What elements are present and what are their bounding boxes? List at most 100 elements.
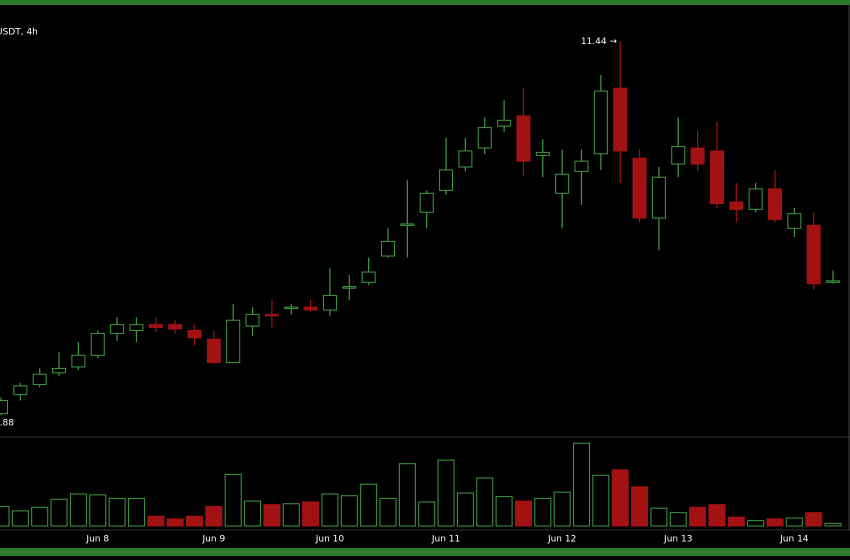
- x-tick-label: Jun 14: [779, 535, 809, 545]
- candle-body: [322, 294, 337, 311]
- volume-bar: [418, 501, 436, 527]
- candle-body: [729, 201, 744, 210]
- candle-body: [0, 400, 8, 415]
- volume-bar: [11, 510, 29, 527]
- candle-body: [303, 306, 318, 311]
- candle-body: [90, 332, 105, 356]
- volume-bar: [553, 491, 571, 527]
- candle-body: [264, 313, 279, 317]
- low-annotation: 8.88: [0, 419, 14, 429]
- candle-body: [651, 176, 666, 219]
- candle-body: [632, 157, 647, 219]
- candle-body: [826, 280, 841, 283]
- volume-bar: [321, 493, 339, 527]
- candle-body: [13, 385, 28, 396]
- candle-body: [477, 127, 492, 149]
- volume-bar: [205, 505, 223, 527]
- candle-body: [71, 354, 86, 368]
- volume-bar: [650, 507, 668, 527]
- volume-bar: [147, 515, 165, 527]
- candle-body: [284, 306, 299, 310]
- volume-bar: [282, 503, 300, 527]
- volume-bar: [31, 506, 49, 527]
- candle-body: [226, 319, 241, 364]
- volume-bar: [708, 504, 726, 527]
- volume-bar: [669, 512, 687, 527]
- candle-body: [806, 224, 821, 285]
- bottom-bar: [0, 548, 850, 556]
- high-annotation: 11.44 →: [581, 37, 618, 47]
- candle-body: [110, 324, 125, 334]
- volume-bar: [747, 520, 765, 527]
- candle-body: [168, 324, 183, 330]
- x-tick-label: Jun 9: [202, 535, 226, 545]
- candle-body: [361, 271, 376, 283]
- volume-bar: [592, 474, 610, 527]
- top-bar: [0, 0, 850, 5]
- candle-body: [381, 240, 395, 257]
- volume-bar: [476, 477, 494, 527]
- volume-bar: [824, 522, 842, 527]
- volume-bar: [108, 497, 126, 527]
- volume-bar: [360, 483, 378, 527]
- chart-title: USDT, 4h: [0, 28, 38, 38]
- volume-bar: [50, 498, 68, 527]
- x-tick-label: Jun 10: [315, 535, 345, 545]
- volume-bar: [514, 500, 532, 527]
- volume-bar: [573, 442, 590, 527]
- volume-bar: [631, 486, 649, 527]
- candle-body: [613, 87, 628, 152]
- candle-body: [671, 146, 686, 165]
- candle-body: [342, 286, 357, 289]
- candle-body: [768, 188, 782, 221]
- volume-bar: [611, 469, 629, 527]
- volume-bar: [766, 518, 784, 527]
- volume-bar: [89, 494, 107, 527]
- candle-body: [206, 338, 221, 364]
- candle-body: [52, 367, 67, 374]
- candle-body: [400, 223, 415, 226]
- volume-bar: [727, 516, 745, 527]
- candle-body: [690, 147, 705, 165]
- volume-bar: [0, 505, 10, 527]
- candle-body: [787, 213, 802, 229]
- volume-bar: [398, 463, 416, 527]
- candle-body: [593, 90, 608, 155]
- volume-bar: [534, 497, 552, 527]
- volume-bar: [244, 500, 262, 527]
- volume-bar: [785, 517, 803, 527]
- volume-bar: [437, 459, 455, 527]
- volume-bar: [186, 515, 203, 527]
- volume-bar: [805, 512, 823, 527]
- candle-body: [458, 150, 473, 168]
- candle-body: [439, 169, 454, 191]
- x-tick-label: Jun 12: [547, 535, 576, 545]
- candle-body: [709, 150, 724, 204]
- volume-bar: [127, 497, 145, 527]
- volume-bar: [379, 497, 397, 527]
- candle-body: [574, 160, 589, 172]
- x-tick-label: Jun 13: [663, 535, 692, 545]
- candle-body: [419, 192, 434, 213]
- volume-bar: [495, 496, 513, 527]
- volume-bar: [340, 495, 358, 527]
- candle-body: [497, 119, 512, 127]
- volume-bar: [69, 493, 87, 527]
- x-tick-label: Jun 11: [431, 535, 460, 545]
- x-tick-label: Jun 8: [85, 535, 109, 545]
- candle-body: [748, 188, 763, 210]
- candle-body: [535, 151, 550, 156]
- candle-body: [148, 324, 163, 329]
- volume-bar: [302, 501, 320, 527]
- volume-bar: [263, 504, 281, 527]
- volume-bar: [166, 518, 184, 527]
- volume-bar: [456, 492, 474, 527]
- candle-body: [32, 373, 47, 385]
- candle-body: [516, 115, 531, 162]
- candle-body: [129, 324, 144, 331]
- candle-body: [555, 173, 570, 194]
- volume-bar: [689, 506, 707, 527]
- candle-body: [187, 329, 202, 339]
